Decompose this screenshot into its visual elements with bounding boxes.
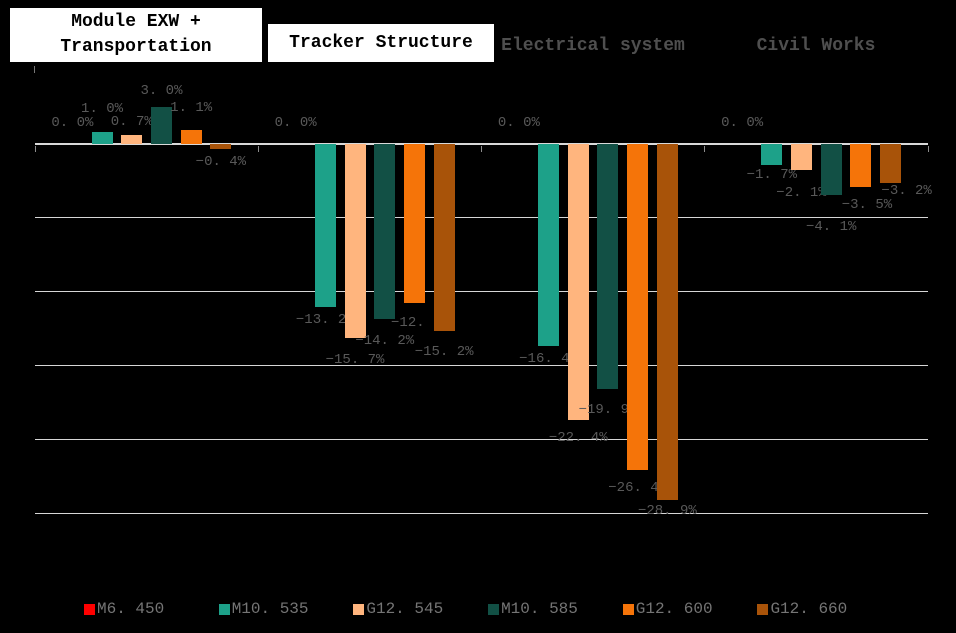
bar [597,144,619,390]
legend-item: M10. 535 [218,600,354,618]
bar-label: −15. 2% [414,344,474,361]
bar-label: −3. 5% [841,197,893,214]
bar [210,144,232,149]
legend-swatch [622,603,634,615]
legend-swatch [218,603,230,615]
bar-label: −15. 7% [325,351,385,368]
axis-tick [927,146,929,152]
bar-label: 0. 7% [110,114,153,131]
bar [433,144,455,332]
bar-label: −16. 4% [519,351,578,368]
gridline [35,291,928,293]
gridline [35,513,928,515]
category-header-tracker-structure: Tracker Structure [268,24,494,62]
bar-label: −1. 7% [746,166,798,183]
legend-label: G12. 545 [366,600,444,618]
gridline [35,365,928,367]
bar-label: −3. 2% [881,183,932,200]
legend-label: G12. 660 [770,600,848,618]
legend-label: M6. 450 [97,600,165,618]
bar [567,144,589,421]
legend-label: G12. 600 [635,600,713,618]
bar [150,107,172,144]
legend-swatch [488,603,500,615]
category-header-line: Transportation [60,37,212,57]
legend-swatch [353,603,365,615]
bar [761,144,783,165]
bar-label: −14. 2% [355,333,415,350]
legend-label: M10. 585 [501,600,578,618]
legend-item: G12. 545 [353,600,488,618]
bar [656,144,678,501]
legend-item: G12. 660 [757,600,892,618]
bar-label: −0. 4% [195,153,247,170]
bar-label: 0. 0% [51,115,94,131]
bar-label: −2. 1% [776,184,827,201]
axis-tick [257,146,259,152]
category-header-line: Module EXW + [71,12,201,32]
bar [91,131,113,144]
bar-label: 1. 1% [170,100,213,117]
bar-label: −19. 9% [578,402,638,419]
gridline [35,217,928,219]
legend-label: M10. 535 [231,600,309,618]
bar [850,144,872,188]
bar-label: 0. 0% [497,115,540,131]
bar [820,144,842,195]
bar-label: 0. 0% [721,115,764,131]
legend-swatch [84,603,95,615]
bar [880,144,902,184]
legend-item: M6. 450 [84,600,219,618]
bar [121,135,143,144]
category-header-civil-works: Civil Works [756,36,876,56]
legend-swatch [757,603,769,615]
bar-label: −4. 1% [806,218,857,235]
axis-zero-line [35,143,928,145]
legend-item: G12. 600 [622,600,758,618]
bar-label: 0. 0% [274,115,317,131]
bar-label: 1. 0% [81,100,124,117]
category-header-line: Tracker Structure [289,32,473,53]
bar [403,144,425,304]
axis-top-tick [34,66,35,73]
legend: M6. 450 M10. 535 G12. 545 M10. 585 G12. 600 G… [84,600,892,618]
bar [180,130,202,144]
bar [344,144,366,338]
bar [374,144,396,320]
bar [627,144,649,470]
bar [791,144,813,170]
gridline [35,439,928,441]
bar [314,144,336,307]
axis-tick [704,146,706,152]
axis-tick [481,146,482,152]
bar [538,144,560,347]
category-header-electrical-system: Electrical system [501,36,685,56]
bar-label: 3. 0% [140,83,183,99]
axis-tick [34,146,36,152]
bar-label: −28. 9% [637,503,697,520]
bar-label: −26. 4% [608,479,668,496]
legend-item: M10. 585 [488,600,623,618]
bar-label: −22. 4% [548,430,608,447]
category-header-module-exw-transportation: Module EXW + Transportation [10,8,262,62]
bar-label: −13. 2% [295,311,355,328]
